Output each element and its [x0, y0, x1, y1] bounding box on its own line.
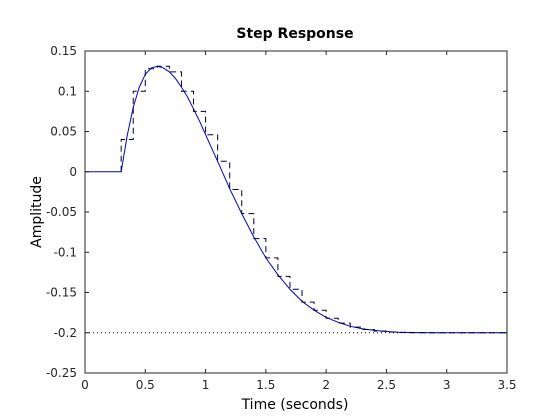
y-tick-label: 0.1: [58, 84, 77, 98]
x-tick-label: 1: [202, 378, 210, 392]
y-tick-label: -0.05: [46, 205, 77, 219]
y-tick-label: -0.1: [54, 245, 77, 259]
series-layer: [85, 65, 507, 334]
y-tick-label: -0.2: [54, 326, 77, 340]
x-tick-label: 2: [322, 378, 330, 392]
x-tick-label: 2.5: [377, 378, 396, 392]
x-tick-label: 0.5: [136, 378, 155, 392]
y-tick-label: -0.15: [46, 286, 77, 300]
x-tick-label: 3.5: [497, 378, 516, 392]
axes-box: [84, 50, 508, 374]
x-axis-label: Time (seconds): [241, 397, 349, 413]
plot-area: 0 0.5 1 1.5 2 2.5 3 3.5 -0.25 -0.2 -0.15 -0.1 -0.05 0…: [46, 44, 517, 392]
y-tick-label: -0.25: [46, 366, 77, 380]
y-tick-label: 0.15: [50, 44, 77, 58]
chart-title: Step Response: [236, 26, 353, 42]
discrete-response-staircase: [120, 65, 507, 334]
x-tick-label: 3: [443, 378, 451, 392]
x-tick-label: 1.5: [256, 378, 275, 392]
y-axis-label: Amplitude: [29, 176, 45, 248]
y-tick-label: 0.05: [50, 125, 77, 139]
tick-layer: 0 0.5 1 1.5 2 2.5 3 3.5 -0.25 -0.2 -0.15 -0.1 -0.05 0…: [46, 44, 517, 392]
y-tick-label: 0: [69, 165, 77, 179]
x-tick-label: 0: [81, 378, 89, 392]
